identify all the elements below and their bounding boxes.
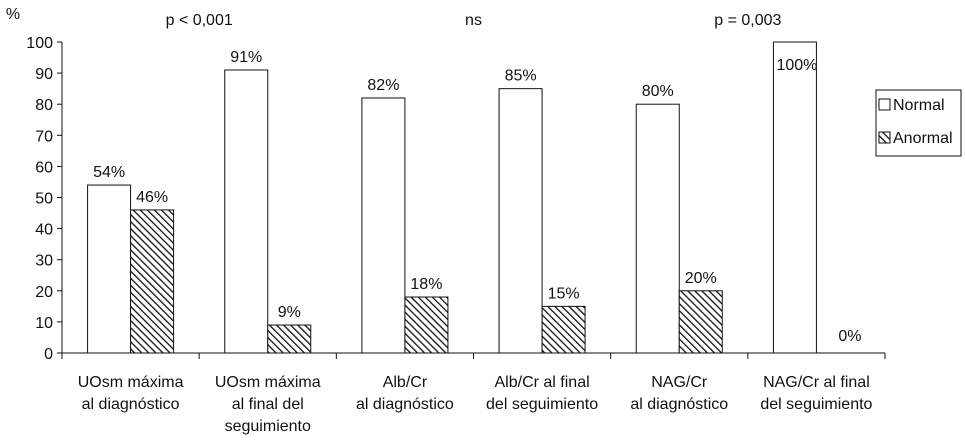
x-tick-label: al final del: [232, 396, 304, 413]
y-tick-label: 70: [35, 128, 53, 145]
x-tick-label: al diagnóstico: [630, 396, 728, 413]
data-labels: 54% 91% 82% 85% 80% 100% 46% 9% 18% 15% 20% 0%: [93, 49, 861, 345]
bar-normal-4: [635, 103, 680, 354]
bar-normal-3: [498, 88, 543, 354]
y-tick-label: 90: [35, 66, 53, 83]
x-tick-label: UOsm máxima: [78, 374, 184, 391]
bar-normal-5: [772, 41, 817, 354]
y-tick-label: 100: [26, 35, 53, 52]
y-tick-label: 30: [35, 253, 53, 270]
y-tick-label: 50: [35, 191, 53, 208]
x-tick-label: Alb/Cr: [383, 374, 428, 391]
data-label: 20%: [685, 270, 717, 287]
data-label: 9%: [278, 304, 301, 321]
bar-normal-0: [87, 184, 132, 354]
annotation-text: p = 0,003: [714, 12, 781, 29]
y-tick-label: 0: [44, 346, 53, 363]
data-label: 85%: [505, 68, 537, 85]
bar-normal-1: [224, 69, 269, 354]
bar-anormal-1: [267, 324, 312, 354]
x-tick-label: NAG/Cr al final: [763, 374, 870, 391]
data-label: 18%: [410, 276, 442, 293]
bar-anormal-3: [541, 305, 586, 354]
legend-swatch-anormal: [878, 131, 891, 144]
x-tick-label: Alb/Cr al final: [495, 374, 590, 391]
x-tick-label: NAG/Cr: [651, 374, 708, 391]
data-label: 15%: [548, 285, 580, 302]
y-tick-label: 10: [35, 315, 53, 332]
x-tick-label: del seguimiento: [486, 396, 598, 413]
legend-swatch-normal: [878, 98, 891, 111]
annotation-text: p < 0,001: [166, 12, 233, 29]
x-tick-label: UOsm máxima: [215, 374, 321, 391]
legend-label: Normal: [893, 97, 945, 114]
data-label: 46%: [136, 189, 168, 206]
legend-label: Anormal: [893, 130, 953, 147]
annotation-text: ns: [465, 12, 482, 29]
x-tick-label: al diagnóstico: [356, 396, 454, 413]
x-tick-label: del seguimiento: [760, 396, 872, 413]
bar-anormal-4: [678, 290, 723, 354]
x-tick-label: seguimiento: [225, 418, 311, 435]
annotations: p < 0,001 ns p = 0,003: [166, 12, 782, 29]
data-label: 82%: [367, 77, 399, 94]
y-tick-label: 80: [35, 97, 53, 114]
bar-anormal-0: [130, 209, 175, 354]
y-tick-label: 20: [35, 284, 53, 301]
y-tick-label: 60: [35, 159, 53, 176]
data-label: 80%: [642, 83, 674, 100]
data-label: 54%: [93, 164, 125, 181]
y-axis-label: %: [6, 6, 20, 23]
bar-normal-2: [361, 97, 406, 354]
bars: [87, 41, 817, 354]
bar-anormal-2: [404, 296, 449, 354]
data-label: 100%: [776, 57, 817, 74]
y-tick-label: 40: [35, 222, 53, 239]
axes: 0 10 20 30 40 50 60 70 80 90 100% UOsm máxima al dia…: [6, 6, 886, 435]
x-tick-label: al diagnóstico: [82, 396, 180, 413]
data-label: 0%: [838, 328, 861, 345]
data-label: 91%: [230, 49, 262, 66]
legend: Normal Anormal: [875, 89, 962, 157]
